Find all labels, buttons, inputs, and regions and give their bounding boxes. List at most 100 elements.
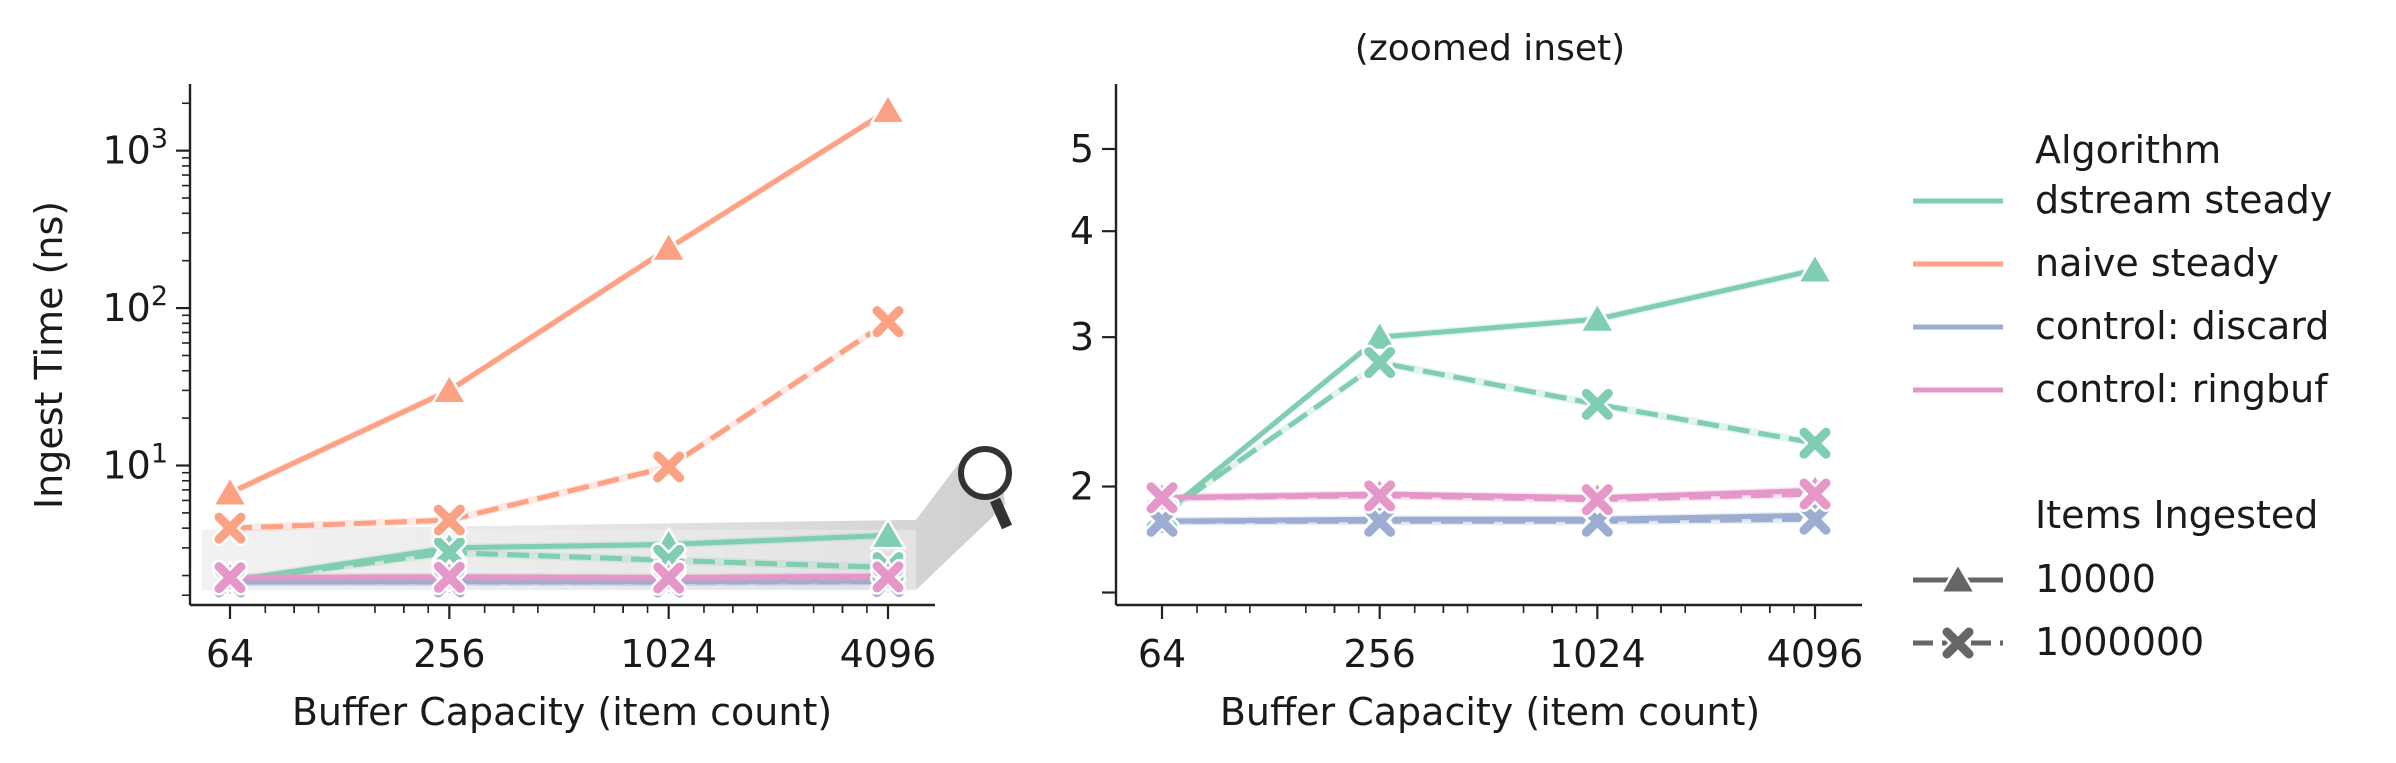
right-y-tick-label: 4	[1070, 209, 1094, 253]
left-axes: 64 256 1024 4096 101 102 103	[102, 84, 936, 676]
legend-marker-triangle	[1939, 562, 1977, 595]
left-point-control-ringbuf-1000000-stroke	[872, 561, 904, 593]
left-point-naive-steady-1000000	[212, 510, 248, 547]
legend-label-naive-steady: naive steady	[2035, 241, 2279, 285]
left-y-tick-exponent: 3	[151, 124, 168, 155]
left-band-naive-steady-10000	[230, 106, 888, 497]
legend-marker-x	[1940, 625, 1976, 661]
right-band-dstream-steady-10000	[1162, 265, 1815, 520]
left-y-tick-exponent: 1	[151, 439, 168, 470]
legend-label-dstream-steady: dstream steady	[2035, 178, 2332, 222]
right-point-control-ringbuf-1000000-stroke	[1146, 482, 1178, 514]
left-x-tick-label: 4096	[840, 632, 937, 676]
legend-items-title: Items Ingested	[2035, 493, 2318, 537]
legend-items-entries: 10000 1000000	[1913, 557, 2204, 664]
left-line-dstream-steady-1000000	[229, 550, 889, 584]
legend-label-items-10000: 10000	[2035, 557, 2156, 601]
legend-marker-x-stroke	[1942, 627, 1974, 659]
right-x-tick-label: 256	[1343, 632, 1416, 676]
left-band-dstream-steady-10000	[230, 531, 888, 585]
left-point-naive-steady-1000000	[870, 303, 906, 340]
right-point-dstream-steady-1000000	[1797, 425, 1833, 462]
left-y-tick-exponent: 2	[151, 281, 168, 312]
right-point-control-discard-1000000	[1797, 501, 1833, 538]
right-point-dstream-steady-10000	[1579, 301, 1616, 334]
left-point-control-ringbuf-1000000-stroke	[214, 562, 246, 594]
right-y-tick-label: 3	[1070, 315, 1094, 359]
right-point-dstream-steady-1000000-stroke	[1799, 427, 1831, 459]
right-point-dstream-steady-1000000	[1579, 386, 1616, 423]
right-point-control-ringbuf-1000000	[1579, 481, 1616, 518]
right-y-tick-label: 2	[1070, 465, 1094, 509]
right-point-dstream-steady-1000000-stroke	[1364, 347, 1396, 379]
right-point-control-discard-1000000	[1361, 503, 1398, 540]
left-line-naive-steady-10000	[228, 108, 890, 496]
right-x-axis-label: Buffer Capacity (item count)	[1220, 690, 1760, 734]
left-chart: Ingest Time (ns) Buffer Capacity (item c…	[27, 84, 1013, 734]
left-point-naive-steady-1000000	[650, 448, 687, 485]
right-point-dstream-steady-10000	[1796, 252, 1834, 285]
left-y-tick-label: 103	[102, 124, 168, 173]
inset-title: (zoomed inset)	[1355, 28, 1625, 69]
legend-label-control-ringbuf: control: ringbuf	[2035, 367, 2329, 411]
right-point-control-ringbuf-1000000-stroke	[1364, 480, 1396, 512]
left-y-tick-label: 102	[102, 281, 168, 330]
legend: Algorithm dstream steady naive steady cont…	[1913, 128, 2332, 664]
left-point-control-ringbuf-1000000	[650, 559, 687, 596]
left-point-naive-steady-1000000-stroke	[653, 451, 685, 483]
left-point-naive-steady-10000	[211, 475, 249, 507]
right-point-dstream-steady-1000000-stroke	[1581, 388, 1613, 420]
left-point-control-ringbuf-1000000	[870, 558, 906, 595]
left-point-dstream-steady-1000000-stroke	[433, 537, 465, 569]
left-point-naive-steady-10000	[431, 373, 468, 405]
legend-label-control-discard: control: discard	[2035, 304, 2329, 348]
left-point-dstream-steady-10000	[869, 518, 907, 550]
legend-algorithm-entries: dstream steady naive steady control: disca…	[1913, 178, 2332, 411]
right-chart: (zoomed inset) Buffer Capacity (item cou…	[1070, 28, 1864, 734]
right-point-dstream-steady-10000	[1361, 319, 1398, 352]
left-x-tick-label: 64	[206, 632, 254, 676]
left-point-control-ringbuf-1000000-stroke	[653, 562, 685, 594]
right-point-control-ringbuf-1000000	[1361, 477, 1398, 514]
right-point-control-ringbuf-1000000-stroke	[1581, 484, 1613, 516]
legend-algorithm-title: Algorithm	[2035, 128, 2221, 172]
right-point-dstream-steady-1000000	[1361, 344, 1398, 381]
magnifier-icon	[958, 446, 1013, 530]
left-y-axis-label: Ingest Time (ns)	[27, 201, 71, 509]
right-x-tick-label: 64	[1138, 632, 1186, 676]
legend-label-items-1000000: 1000000	[2035, 620, 2204, 664]
left-y-tick-label: 101	[102, 439, 168, 488]
right-point-control-ringbuf-1000000	[1797, 475, 1833, 512]
right-point-control-ringbuf-1000000-stroke	[1799, 478, 1831, 510]
right-axes: 64 256 1024 4096 2 3 4 5	[1070, 84, 1864, 676]
left-point-dstream-steady-1000000	[431, 534, 468, 571]
right-line-control-ringbuf-1000000	[1161, 491, 1816, 503]
left-line-control-ringbuf-1000000	[229, 574, 889, 581]
left-point-control-ringbuf-1000000	[212, 559, 248, 596]
right-point-control-ringbuf-1000000	[1144, 479, 1180, 516]
left-point-naive-steady-10000	[869, 93, 907, 125]
left-x-axis-label: Buffer Capacity (item count)	[292, 690, 832, 734]
magnifier-lens	[958, 446, 1012, 500]
right-x-tick-label: 1024	[1549, 632, 1646, 676]
right-line-dstream-steady-1000000	[1160, 360, 1816, 518]
right-x-tick-label: 4096	[1767, 632, 1864, 676]
left-point-control-ringbuf-1000000	[431, 559, 468, 596]
right-point-control-discard-1000000-stroke	[1364, 505, 1396, 537]
left-x-tick-label: 256	[413, 632, 486, 676]
left-point-naive-steady-1000000	[431, 502, 468, 539]
left-line-naive-steady-1000000	[229, 319, 890, 531]
magnifier-handle	[989, 497, 1013, 530]
left-point-naive-steady-1000000-stroke	[872, 306, 904, 338]
right-line-dstream-steady-10000	[1160, 267, 1816, 518]
right-point-control-discard-1000000-stroke	[1799, 503, 1831, 535]
left-point-naive-steady-10000	[650, 230, 687, 263]
left-point-naive-steady-1000000-stroke	[214, 512, 246, 544]
left-x-tick-label: 1024	[620, 632, 717, 676]
right-series	[1143, 252, 1834, 540]
left-band-naive-steady-1000000	[230, 317, 888, 533]
left-point-control-ringbuf-1000000-stroke	[433, 561, 465, 593]
right-y-tick-label: 5	[1070, 127, 1094, 171]
right-line-control-discard-1000000	[1162, 516, 1816, 524]
